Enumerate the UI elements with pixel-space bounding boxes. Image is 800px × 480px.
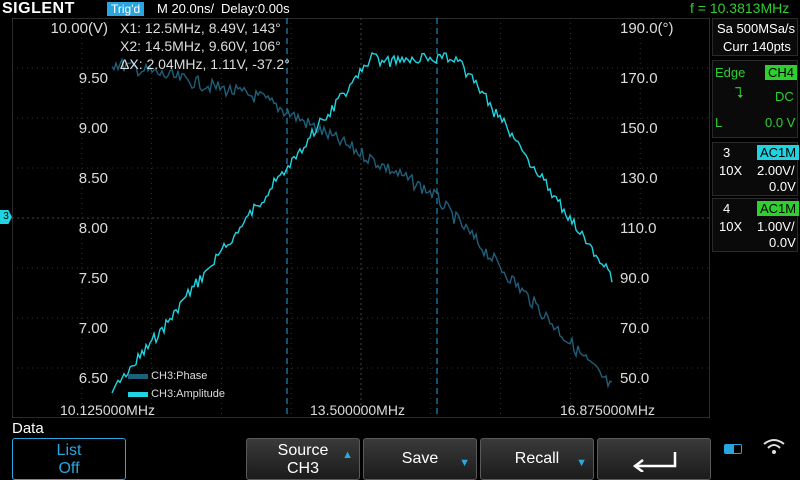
source-label: Source	[277, 442, 329, 459]
left-axis-label: 8.00	[79, 220, 108, 237]
right-axis-label: 110.0	[620, 220, 656, 237]
ch4-coupling: AC1M	[757, 201, 800, 216]
ch4-scale: 1.00V/	[757, 219, 795, 234]
delay-readout: Delay:0.00s	[221, 1, 290, 16]
ch3-coupling: AC1M	[757, 145, 800, 160]
legend-phase: CH3:Phase	[128, 370, 207, 382]
recall-button[interactable]: Recall ▼	[480, 438, 594, 480]
left-axis-label: 9.00	[79, 120, 108, 137]
left-axis-label: 6.50	[79, 370, 108, 387]
brand-logo: SIGLENT	[2, 0, 75, 17]
menu-title: Data	[12, 420, 44, 437]
recall-label: Recall	[514, 450, 560, 467]
right-axis-label: 90.0	[620, 270, 649, 287]
trigger-panel[interactable]: Edge CH4 ⮧ DC L 0.0 V	[712, 60, 798, 138]
trigger-status-badge: Trig'd	[107, 2, 145, 16]
save-button[interactable]: Save ▼	[363, 438, 477, 480]
list-toggle-button[interactable]: List Off	[12, 438, 126, 480]
sample-rate: Sa 500MSa/s	[717, 21, 796, 36]
right-axis-label: 70.0	[620, 320, 649, 337]
cursor-x1-readout: X1: 12.5MHz, 8.49V, 143°	[120, 20, 281, 36]
save-expand-icon: ▼	[459, 457, 470, 469]
save-label: Save	[401, 450, 439, 467]
right-axis-label: 130.0	[620, 170, 658, 187]
source-button[interactable]: Source CH3 ▲	[246, 438, 360, 480]
bode-plot: 10.00(V) 9.50 9.00 8.50 8.00 7.50 7.00 6.50 190.…	[12, 18, 710, 418]
frequency-axis-label: 10.125000MHz	[60, 402, 155, 418]
trigger-source: CH4	[765, 65, 798, 80]
ch4-panel[interactable]: 4 AC1M 10X 1.00V/ 0.0V	[712, 198, 800, 252]
right-axis-label: 190.0(°)	[620, 20, 674, 37]
ch3-probe: 10X	[719, 163, 743, 178]
legend-phase-swatch	[128, 373, 148, 379]
trigger-level-label: L	[715, 115, 723, 130]
cursor-lines	[286, 18, 438, 418]
battery-fill	[725, 445, 734, 453]
wifi-icon	[763, 439, 785, 454]
ch4-probe: 10X	[719, 219, 743, 234]
rising-edge-icon: ⮧	[735, 85, 744, 102]
cursor-delta-readout: ΔX: 2.04MHz, 1.11V, -37.2°	[120, 56, 290, 72]
ch3-scale: 2.00V/	[757, 163, 795, 178]
left-axis-label: 7.00	[79, 320, 108, 337]
ch3-panel[interactable]: 3 AC1M 10X 2.00V/ 0.0V	[712, 142, 800, 196]
amplitude-trace	[111, 52, 613, 394]
ch4-number: 4	[723, 201, 731, 216]
left-axis-label: 8.50	[79, 170, 108, 187]
legend-amplitude-label: CH3:Amplitude	[151, 388, 226, 400]
trigger-mode: Edge	[715, 65, 746, 80]
legend-amplitude: CH3:Amplitude	[128, 388, 225, 400]
list-label: List	[56, 442, 82, 459]
ch3-offset: 0.0V	[769, 179, 796, 194]
recall-expand-icon: ▼	[576, 457, 587, 469]
trigger-coupling: DC	[775, 89, 794, 104]
cursor-x2-readout: X2: 14.5MHz, 9.60V, 106°	[120, 38, 281, 54]
phase-trace	[111, 57, 613, 389]
top-status-bar	[0, 0, 800, 18]
left-axis-label: 7.50	[79, 270, 108, 287]
battery-icon	[724, 444, 742, 454]
frequency-axis-label: 16.875000MHz	[560, 402, 655, 418]
ch3-number: 3	[723, 145, 731, 160]
timebase-readout: M 20.0ns/	[157, 1, 215, 16]
right-axis-label: 150.0	[620, 120, 658, 137]
ch4-offset: 0.0V	[769, 235, 796, 250]
right-axis-label: 170.0	[620, 70, 658, 87]
source-value: CH3	[286, 460, 319, 477]
left-axis-label: 10.00(V)	[50, 20, 108, 37]
plot-grid	[12, 18, 710, 418]
legend-amplitude-swatch	[128, 391, 148, 397]
back-button[interactable]	[597, 438, 711, 480]
source-expand-icon: ▲	[342, 449, 353, 461]
list-state: Off	[58, 460, 80, 477]
current-points: Curr 140pts	[723, 39, 791, 54]
back-arrow-icon	[632, 452, 677, 473]
trigger-level-value: 0.0 V	[765, 115, 796, 130]
frequency-readout: f = 10.3813MHz	[690, 0, 790, 16]
acquisition-panel[interactable]: Sa 500MSa/s Curr 140pts	[712, 18, 798, 56]
frequency-axis-label: 13.500000MHz	[310, 402, 405, 418]
axis-labels: 10.00(V) 9.50 9.00 8.50 8.00 7.50 7.00 6.50 190.…	[50, 20, 673, 418]
ch3-offset-marker[interactable]: 3	[0, 210, 12, 224]
left-axis-label: 9.50	[79, 70, 108, 87]
legend-phase-label: CH3:Phase	[151, 370, 208, 382]
right-axis-label: 50.0	[620, 370, 649, 387]
